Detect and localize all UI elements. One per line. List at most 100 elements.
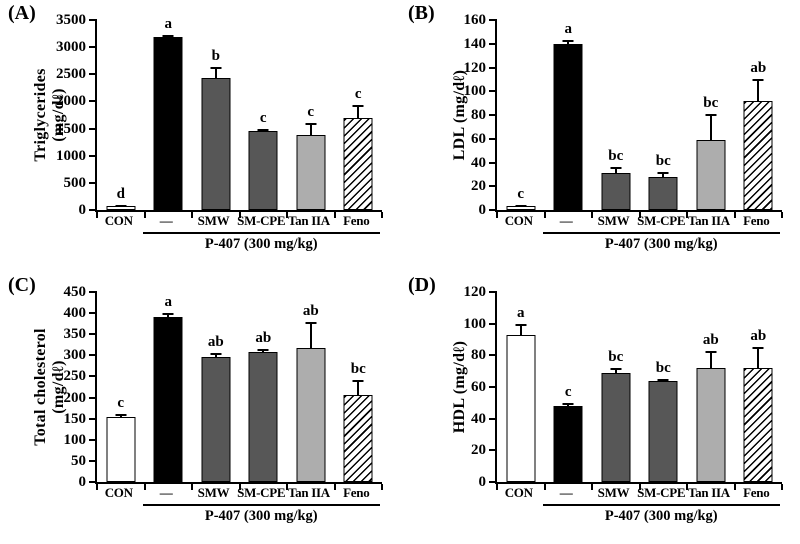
y-tick-label: 2500 (56, 66, 86, 83)
error-bar (752, 347, 764, 368)
error-bar-cap (162, 34, 174, 37)
bar-slot: bc (640, 20, 688, 210)
error-bar (562, 402, 574, 406)
error-bar (705, 350, 717, 368)
bar-slot: ab (735, 292, 783, 482)
y-tick-mark (489, 185, 497, 188)
y-tick-label: 1000 (56, 147, 86, 164)
panel-label: (C) (8, 274, 36, 296)
sig-letter: ab (750, 60, 767, 77)
error-bar (162, 313, 174, 317)
x-category-label: CON (104, 213, 133, 228)
error-bar-cap (515, 323, 527, 326)
y-tick-mark (489, 66, 497, 69)
sig-letter: bc (608, 148, 624, 165)
error-bar-cap (752, 79, 764, 82)
bar (743, 368, 773, 482)
error-bar (115, 204, 127, 207)
x-category-label: SM-CPE (637, 485, 686, 500)
y-tick-label: 300 (63, 347, 87, 364)
y-tick-label: 60 (471, 130, 486, 147)
y-tick-label: 60 (471, 379, 486, 395)
x-tick-mark (686, 212, 688, 218)
y-tick-mark (489, 90, 497, 93)
error-bar (610, 368, 622, 373)
plot-area: 0 20 40 60 80 100 120 a c bc bc ab ab (464, 284, 783, 490)
bar (343, 117, 373, 210)
error-bar (352, 379, 364, 396)
y-tick-mark (89, 154, 97, 157)
x-category-label: SMW (197, 485, 230, 500)
error-bar-cap (115, 413, 127, 416)
x-tick-mark (496, 212, 498, 218)
group-label: P-407 (300 mg/kg) (204, 508, 318, 524)
y-tick-mark (489, 322, 497, 325)
bar (553, 43, 583, 210)
x-category-label: — (159, 485, 173, 500)
x-category-label: Tan IIA (687, 213, 730, 228)
bar-slot: bc (592, 20, 640, 210)
y-tick-label: 150 (63, 410, 87, 427)
sig-letter: c (307, 103, 315, 120)
x-category-label: SM-CPE (237, 485, 286, 500)
bar-slot: d (97, 20, 145, 210)
y-tick-mark (489, 386, 497, 388)
error-bar-cap (705, 113, 717, 116)
x-category-label: SMW (597, 485, 630, 500)
error-bar-cap (752, 347, 764, 350)
y-tick-label: 0 (478, 474, 487, 490)
error-bar (210, 67, 222, 79)
x-tick-mark (733, 484, 736, 490)
y-tick-mark (89, 46, 97, 49)
error-bar-cap (162, 313, 174, 316)
x-tick-mark (686, 484, 688, 490)
y-tick-label: 400 (63, 305, 87, 322)
x-category-label: — (559, 485, 573, 500)
y-axis-title: Total cholesterol (mg/dℓ) (32, 328, 68, 446)
x-tick-mark (496, 484, 498, 490)
x-tick-mark (191, 484, 193, 490)
sig-letter: bc (655, 153, 671, 169)
y-tick-label: 100 (463, 83, 487, 100)
y-tick-label: 250 (63, 368, 87, 385)
y-tick-label: 3500 (56, 12, 86, 28)
x-category-label: SMW (597, 213, 630, 228)
y-tick-label: 200 (63, 389, 87, 406)
bar (248, 352, 278, 482)
sig-letter: ab (207, 334, 224, 351)
y-tick-mark (489, 417, 497, 420)
y-tick-label: 100 (63, 431, 87, 448)
x-category-label: Tan IIA (687, 485, 730, 500)
y-tick-label: 40 (471, 154, 486, 171)
y-tick-label: 100 (463, 315, 487, 332)
bar-slot: ab (735, 20, 783, 210)
sig-letter: c (354, 86, 362, 103)
bar (696, 139, 726, 210)
y-tick-label: 120 (463, 284, 487, 300)
panel-b: (B) LDL (mg/dℓ) 0 20 40 60 80 100 120 140 160 c a bc b… (400, 0, 800, 272)
bar-slot: c (287, 20, 335, 210)
y-tick-mark (89, 354, 97, 357)
group-label: P-407 (300 mg/kg) (604, 236, 718, 252)
y-tick-label: 80 (471, 347, 486, 364)
y-axis-title-line: Total cholesterol (32, 328, 49, 446)
error-bar-cap (115, 204, 127, 207)
y-tick-mark (489, 19, 497, 21)
error-bar (115, 413, 127, 417)
group-bracket (542, 504, 780, 506)
bar (296, 134, 326, 210)
y-tick-mark (89, 209, 97, 211)
x-tick-mark (96, 212, 98, 218)
panel-label: (D) (408, 274, 436, 296)
sig-letter: bc (350, 360, 366, 377)
x-tick-mark (238, 212, 241, 218)
y-tick-label: 50 (71, 452, 86, 469)
y-tick-mark (89, 312, 97, 315)
y-tick-mark (489, 161, 497, 164)
sig-letter: a (164, 294, 173, 311)
sig-letter: d (116, 185, 125, 202)
x-tick-mark (333, 484, 336, 490)
y-tick-label: 160 (463, 12, 487, 28)
x-tick-mark (591, 484, 593, 490)
error-bar-cap (657, 379, 669, 382)
